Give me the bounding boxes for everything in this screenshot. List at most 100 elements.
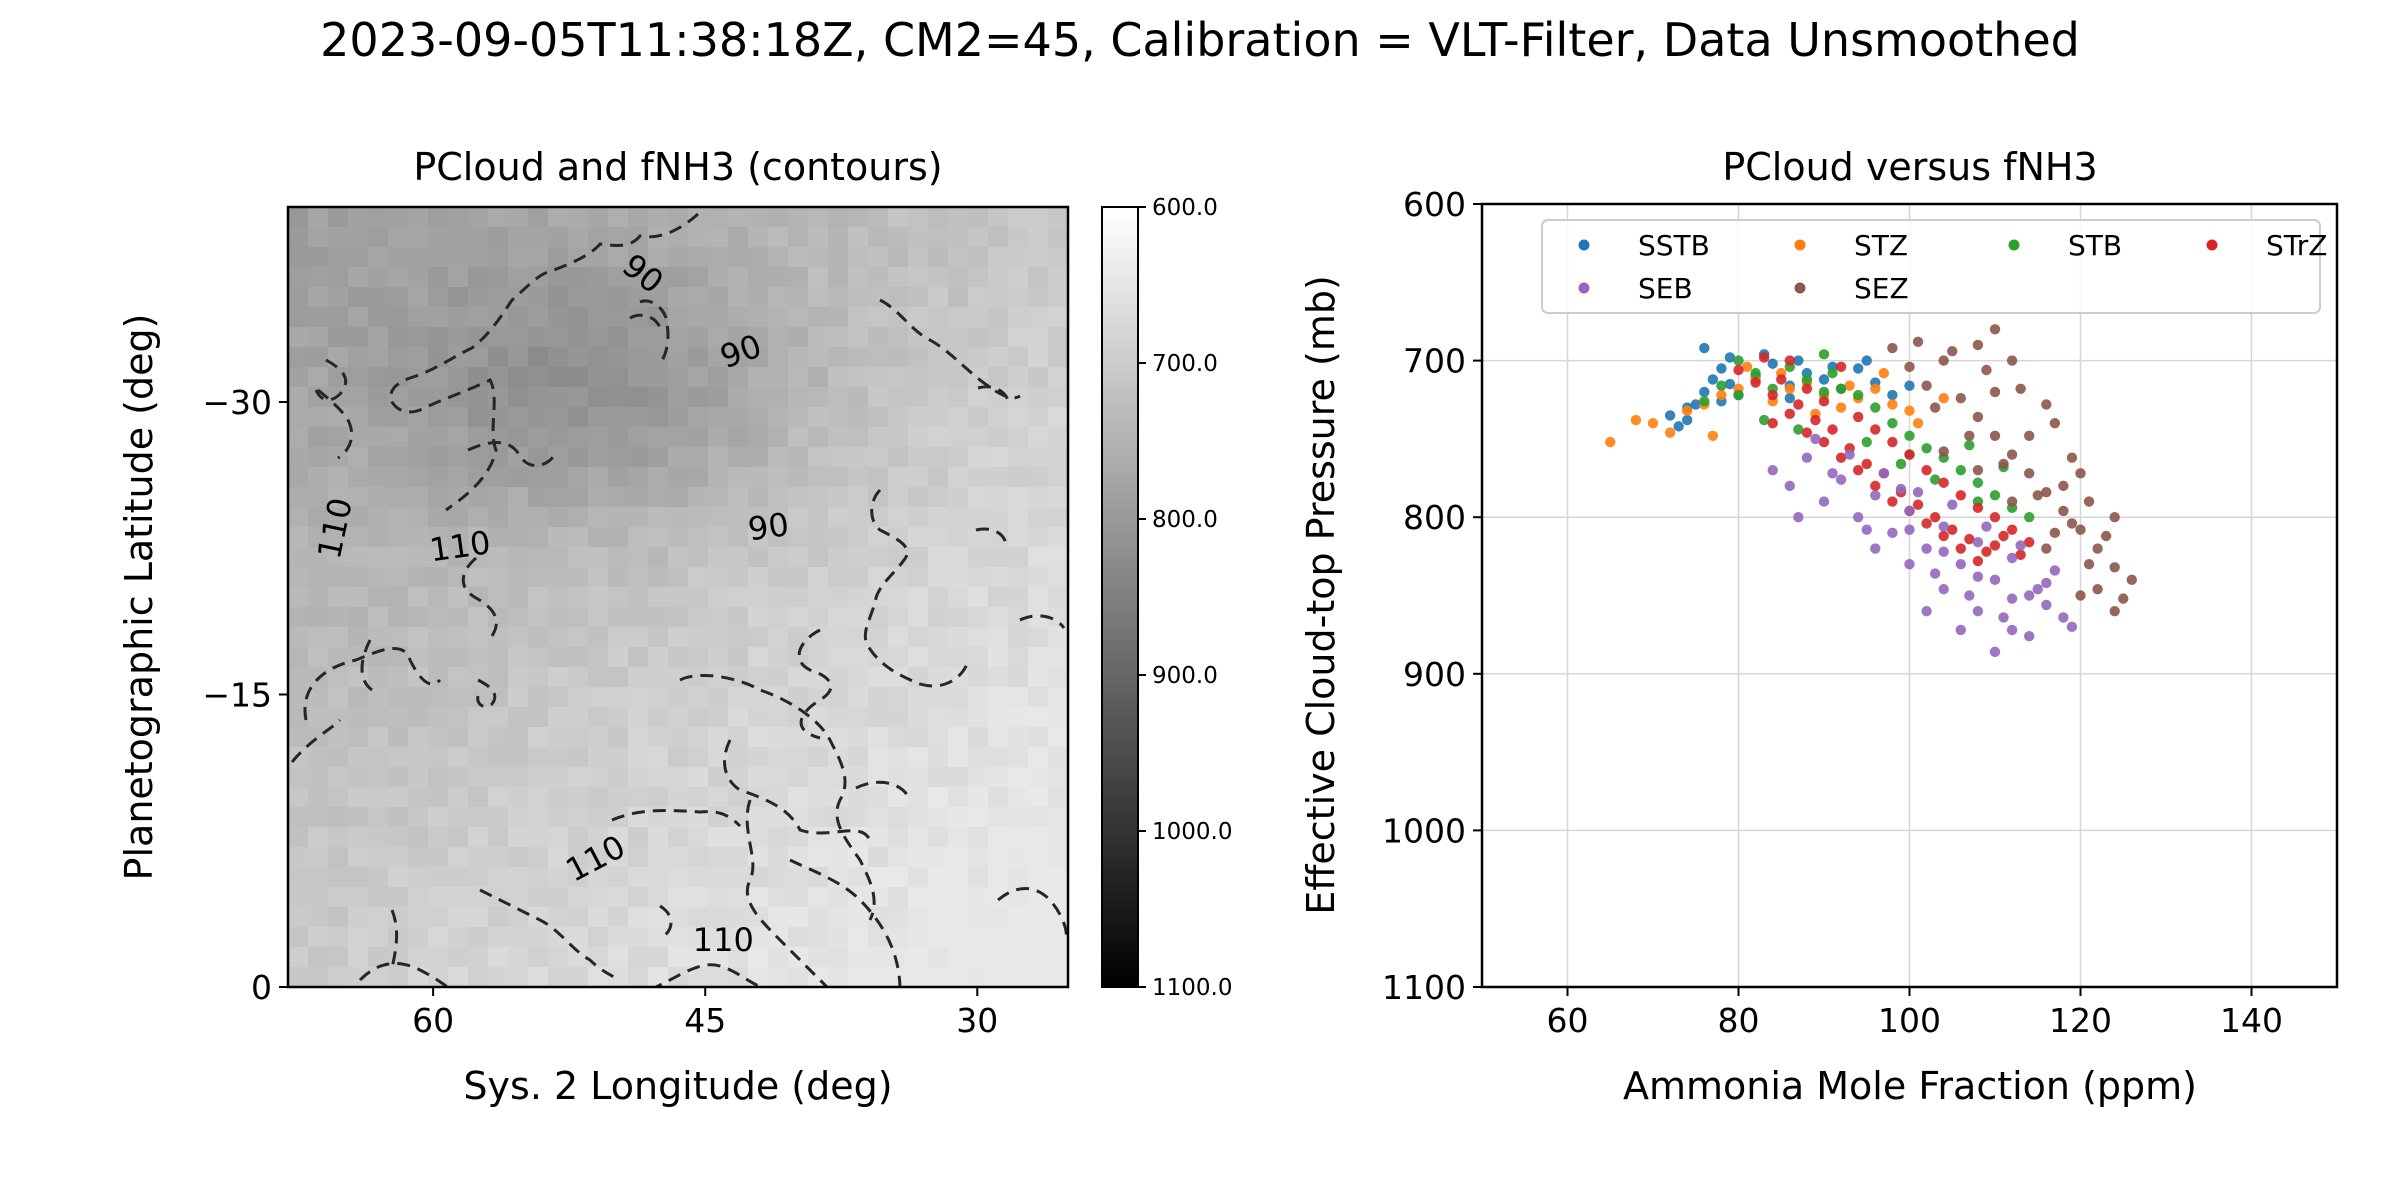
heatmap-cell — [668, 527, 689, 548]
heatmap-cell — [328, 707, 349, 728]
heatmap-cell — [548, 827, 569, 848]
heatmap-cell — [308, 767, 329, 788]
legend-frame — [1541, 219, 2321, 314]
heatmap-cell — [968, 627, 989, 648]
heatmap-cell — [568, 727, 589, 748]
data-point-stz — [1887, 399, 1898, 410]
data-point-strz — [1853, 411, 1864, 423]
heatmap-cell — [968, 307, 989, 328]
heatmap-cell — [368, 367, 389, 388]
data-point-sez — [2075, 524, 2086, 535]
heatmap-cell — [288, 487, 309, 508]
heatmap-cell — [548, 887, 569, 908]
heatmap-cell — [288, 627, 309, 648]
heatmap-cell — [768, 707, 789, 728]
heatmap-cell — [588, 367, 609, 388]
heatmap-cell — [348, 247, 369, 268]
heatmap-cell — [808, 687, 829, 708]
heatmap-cell — [568, 627, 589, 648]
heatmap-cell — [888, 587, 909, 608]
heatmap-cell — [348, 527, 369, 548]
data-point-stz — [1605, 436, 1616, 448]
heatmap-cell — [428, 207, 449, 228]
heatmap-cell — [528, 747, 549, 768]
heatmap-cell — [648, 327, 669, 348]
heatmap-cell — [448, 427, 469, 448]
heatmap-cell — [608, 467, 629, 488]
data-point-stb — [1861, 436, 1872, 448]
heatmap-cell — [768, 387, 789, 408]
heatmap-cell — [388, 547, 409, 568]
heatmap-cell — [628, 547, 649, 568]
data-point-sstb — [1724, 352, 1736, 363]
heatmap-cell — [708, 247, 729, 268]
x-tick-label: 140 — [2220, 1001, 2283, 1040]
heatmap-cell — [908, 387, 929, 408]
heatmap-cell — [368, 547, 389, 568]
heatmap-cell — [768, 367, 789, 388]
data-point-strz — [1887, 496, 1898, 507]
data-point-strz — [1955, 543, 1967, 554]
data-point-seb — [2006, 552, 2018, 564]
heatmap-cell — [888, 827, 909, 848]
heatmap-cell — [888, 947, 909, 968]
data-point-seb — [1972, 571, 1984, 582]
heatmap-cell — [568, 927, 589, 948]
heatmap-cell — [508, 827, 529, 848]
heatmap-cell — [468, 567, 489, 588]
heatmap-cell — [808, 587, 829, 608]
heatmap-cell — [568, 347, 589, 368]
heatmap-cell — [1068, 427, 1089, 448]
heatmap-cell — [788, 267, 809, 288]
heatmap-cell — [748, 687, 769, 708]
heatmap-cell — [908, 747, 929, 768]
heatmap-cell — [508, 607, 529, 628]
heatmap-cell — [568, 607, 589, 628]
heatmap-cell — [388, 827, 409, 848]
heatmap-cell — [668, 607, 689, 628]
heatmap-cell — [1028, 827, 1049, 848]
heatmap-cell — [668, 587, 689, 608]
heatmap-cell — [508, 207, 529, 228]
heatmap-cell — [408, 667, 429, 688]
heatmap-cell — [828, 407, 849, 428]
heatmap-cell — [728, 767, 749, 788]
heatmap-cell — [288, 567, 309, 588]
heatmap-cell — [808, 307, 829, 328]
heatmap-cell — [928, 807, 949, 828]
heatmap-cell — [368, 987, 389, 1008]
heatmap-cell — [668, 287, 689, 308]
heatmap-cell — [548, 747, 569, 768]
heatmap-cell — [408, 607, 429, 628]
data-point-stb — [1733, 389, 1744, 401]
heatmap-cell — [668, 327, 689, 348]
heatmap-cell — [328, 347, 349, 368]
heatmap-cell — [548, 507, 569, 528]
data-point-sstb — [1664, 410, 1676, 421]
heatmap-cell — [508, 227, 529, 248]
heatmap-cell — [428, 647, 449, 668]
heatmap-cell — [968, 687, 989, 708]
heatmap-cell — [928, 207, 949, 228]
data-point-sez — [2006, 449, 2018, 460]
heatmap-cell — [468, 947, 489, 968]
heatmap-cell — [1068, 367, 1089, 388]
heatmap-cell — [288, 867, 309, 888]
data-point-seb — [1810, 433, 1821, 445]
contour-line — [611, 808, 742, 828]
heatmap-cell — [588, 307, 609, 328]
heatmap-cell — [968, 227, 989, 248]
heatmap-cell — [848, 827, 869, 848]
heatmap-cell — [728, 447, 749, 468]
data-point-sstb — [1904, 380, 1915, 391]
heatmap-cell — [928, 267, 949, 288]
heatmap-cell — [868, 447, 889, 468]
heatmap-cell — [508, 507, 529, 528]
data-point-seb — [1929, 568, 1941, 579]
heatmap-cell — [1008, 807, 1029, 828]
heatmap-cell — [448, 367, 469, 388]
y-tick-label: 1000 — [1382, 811, 1466, 850]
heatmap-cell — [568, 987, 589, 1008]
heatmap-cell — [988, 607, 1009, 628]
heatmap-cell — [968, 787, 989, 808]
